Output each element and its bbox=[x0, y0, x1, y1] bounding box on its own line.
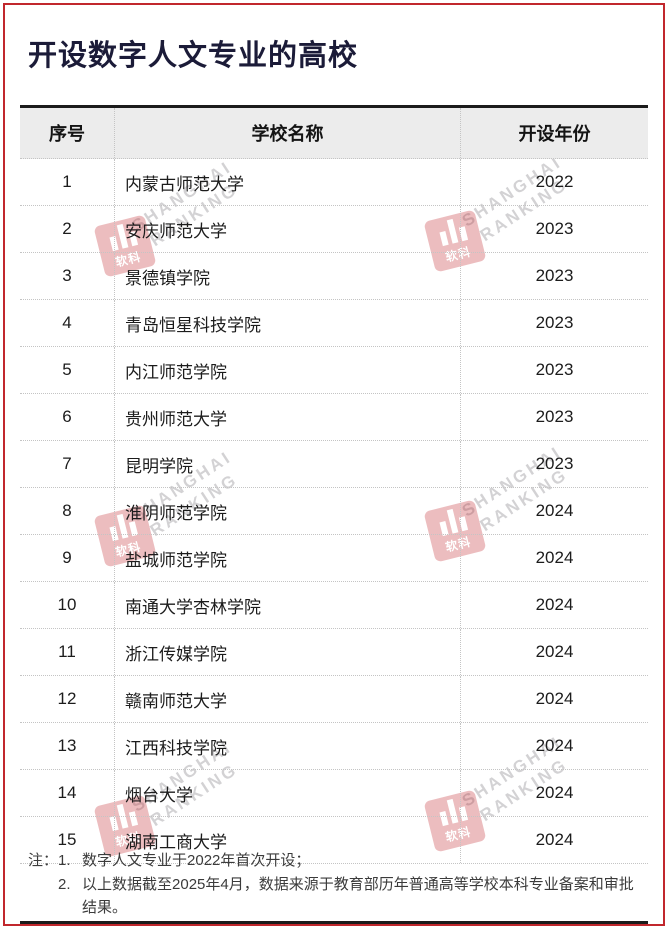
row-index: 12 bbox=[57, 689, 77, 708]
start-year: 2023 bbox=[460, 206, 648, 252]
row-index: 6 bbox=[62, 407, 72, 426]
school-name: 湖南工商大学 bbox=[114, 817, 460, 863]
note-text: 数字人文专业于2022年首次开设； bbox=[82, 852, 311, 869]
table-row: 1 内蒙古师范大学 2022 bbox=[20, 159, 648, 206]
notes-label: 注： bbox=[28, 852, 59, 869]
universities-table: 序号 学校名称 开设年份 1 内蒙古师范大学 2022 2 安庆师范大学 2023 3 景德镇… bbox=[20, 105, 648, 864]
note-item: 2. 以上数据截至2025年4月，数据来源于教育部历年普通高等学校本科专业备案和审… bbox=[58, 873, 638, 920]
school-name: 内蒙古师范大学 bbox=[114, 159, 460, 205]
table-row: 11 浙江传媒学院 2024 bbox=[20, 629, 648, 676]
start-year: 2023 bbox=[460, 253, 648, 299]
school-name: 昆明学院 bbox=[114, 441, 460, 487]
start-year: 2024 bbox=[460, 723, 648, 769]
note-number: 2. bbox=[58, 875, 71, 893]
start-year: 2023 bbox=[460, 441, 648, 487]
school-name: 浙江传媒学院 bbox=[114, 629, 460, 675]
table-row: 9 盐城师范学院 2024 bbox=[20, 535, 648, 582]
school-name: 淮阴师范学院 bbox=[114, 488, 460, 534]
school-name: 烟台大学 bbox=[114, 770, 460, 816]
table-row: 8 淮阴师范学院 2024 bbox=[20, 488, 648, 535]
school-name: 贵州师范大学 bbox=[114, 394, 460, 440]
start-year: 2023 bbox=[460, 347, 648, 393]
table-body: 1 内蒙古师范大学 2022 2 安庆师范大学 2023 3 景德镇学院 2023 4 青岛恒星科技… bbox=[20, 159, 648, 864]
school-name: 内江师范学院 bbox=[114, 347, 460, 393]
header-name: 学校名称 bbox=[114, 108, 460, 158]
start-year: 2023 bbox=[460, 300, 648, 346]
table-row: 12 赣南师范大学 2024 bbox=[20, 676, 648, 723]
table-row: 10 南通大学杏林学院 2024 bbox=[20, 582, 648, 629]
table-row: 6 贵州师范大学 2023 bbox=[20, 394, 648, 441]
school-name: 安庆师范大学 bbox=[114, 206, 460, 252]
notes: 注： 1. 数字人文专业于2022年首次开设； 2. 以上数据截至2025年4月，数据… bbox=[28, 849, 638, 920]
row-index: 3 bbox=[62, 266, 72, 285]
row-index: 11 bbox=[58, 642, 76, 661]
row-index: 9 bbox=[62, 548, 72, 567]
table-row: 3 景德镇学院 2023 bbox=[20, 253, 648, 300]
row-index: 13 bbox=[57, 736, 77, 755]
note-number: 1. bbox=[58, 852, 71, 869]
school-name: 江西科技学院 bbox=[114, 723, 460, 769]
start-year: 2024 bbox=[460, 629, 648, 675]
school-name: 青岛恒星科技学院 bbox=[114, 300, 460, 346]
note-text: 以上数据截至2025年4月，数据来源于教育部历年普通高等学校本科专业备案和审批结… bbox=[82, 875, 634, 917]
table-header-row: 序号 学校名称 开设年份 bbox=[20, 105, 648, 159]
row-index: 1 bbox=[62, 172, 72, 191]
start-year: 2024 bbox=[460, 770, 648, 816]
row-index: 5 bbox=[62, 360, 72, 379]
school-name: 南通大学杏林学院 bbox=[114, 582, 460, 628]
start-year: 2024 bbox=[460, 488, 648, 534]
table-row: 4 青岛恒星科技学院 2023 bbox=[20, 300, 648, 347]
school-name: 盐城师范学院 bbox=[114, 535, 460, 581]
table-row: 15 湖南工商大学 2024 bbox=[20, 817, 648, 864]
table-row: 5 内江师范学院 2023 bbox=[20, 347, 648, 394]
row-index: 7 bbox=[62, 454, 72, 473]
start-year: 2024 bbox=[460, 676, 648, 722]
school-name: 赣南师范大学 bbox=[114, 676, 460, 722]
header-no: 序号 bbox=[49, 124, 85, 144]
note-item: 1. 数字人文专业于2022年首次开设； bbox=[58, 849, 638, 873]
table-row: 2 安庆师范大学 2023 bbox=[20, 206, 648, 253]
table-row: 13 江西科技学院 2024 bbox=[20, 723, 648, 770]
row-index: 4 bbox=[62, 313, 72, 332]
table-bottom-rule bbox=[20, 921, 648, 924]
notes-list: 1. 数字人文专业于2022年首次开设； 2. 以上数据截至2025年4月，数据来源于… bbox=[58, 849, 638, 920]
school-name: 景德镇学院 bbox=[114, 253, 460, 299]
row-index: 10 bbox=[57, 595, 77, 614]
header-year: 开设年份 bbox=[460, 108, 648, 158]
start-year: 2024 bbox=[460, 535, 648, 581]
table-row: 14 烟台大学 2024 bbox=[20, 770, 648, 817]
row-index: 15 bbox=[57, 830, 77, 849]
page-title: 开设数字人文专业的高校 bbox=[28, 40, 359, 72]
row-index: 2 bbox=[62, 219, 72, 238]
row-index: 8 bbox=[62, 501, 72, 520]
start-year: 2024 bbox=[460, 817, 648, 863]
row-index: 14 bbox=[57, 783, 77, 802]
table-row: 7 昆明学院 2023 bbox=[20, 441, 648, 488]
start-year: 2024 bbox=[460, 582, 648, 628]
start-year: 2022 bbox=[460, 159, 648, 205]
start-year: 2023 bbox=[460, 394, 648, 440]
